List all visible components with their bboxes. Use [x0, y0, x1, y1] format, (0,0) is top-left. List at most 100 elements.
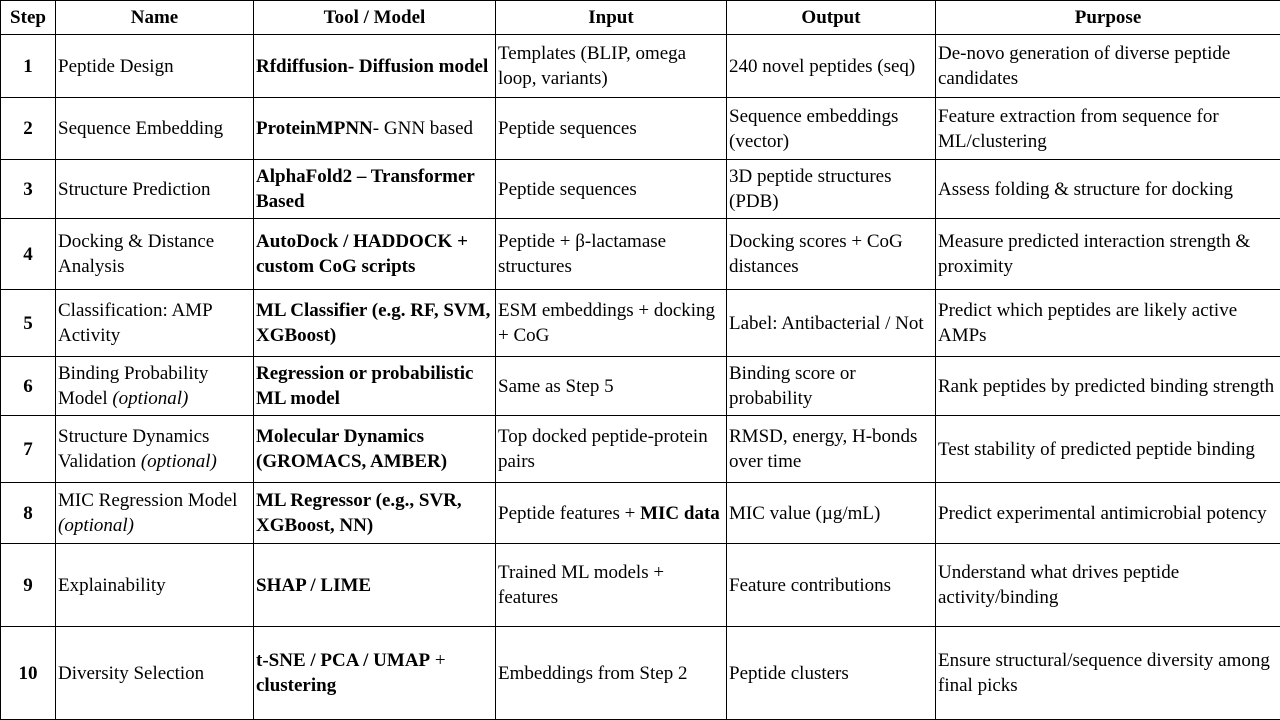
tool-cell: Regression or probabilistic ML model: [253, 356, 496, 416]
input-cell: Peptide features + MIC data: [495, 482, 727, 544]
name-cell: Binding Probability Model (optional): [55, 356, 254, 416]
input-cell-segment: Templates (BLIP, omega loop, variants): [498, 43, 687, 89]
tool-cell: AutoDock / HADDOCK + custom CoG scripts: [253, 218, 496, 290]
tool-cell-segment: Rfdiffusion- Diffusion model: [256, 55, 489, 77]
step-name: MIC Regression Model: [58, 490, 238, 511]
input-cell-segment: Trained ML models + features: [498, 562, 665, 608]
step-cell: 6: [0, 356, 56, 416]
header-tool: Tool / Model: [253, 0, 496, 35]
table-row: 1 Peptide Design Rfdiffusion- Diffusion mo…: [0, 34, 1280, 98]
input-cell: Same as Step 5: [495, 356, 727, 416]
step-name: Explainability: [58, 574, 166, 596]
purpose-cell: Test stability of predicted peptide bind…: [935, 415, 1280, 483]
step-name: Binding Probability Model: [58, 363, 209, 409]
header-row: Step Name Tool / Model Input Output Purp…: [0, 0, 1280, 35]
tool-cell-segment: AlphaFold2 – Transformer Based: [256, 166, 475, 212]
purpose-cell: Measure predicted interaction strength &…: [935, 218, 1280, 290]
table-row: 4 Docking & Distance Analysis AutoDock / H…: [0, 218, 1280, 290]
purpose-cell: Understand what drives peptide activity/…: [935, 543, 1280, 627]
input-cell-segment: Peptide sequences: [498, 178, 637, 200]
input-cell: Trained ML models + features: [495, 543, 727, 627]
table-row: 6 Binding Probability Model (optional) Reg…: [0, 356, 1280, 416]
step-name: Peptide Design: [58, 55, 174, 77]
optional-note: (optional): [140, 451, 217, 472]
step-cell: 2: [0, 97, 56, 160]
output-cell: Binding score or probability: [726, 356, 936, 416]
optional-note: (optional): [58, 515, 134, 536]
name-cell: Structure Prediction: [55, 159, 254, 219]
input-cell: Templates (BLIP, omega loop, variants): [495, 34, 727, 98]
step-cell: 10: [0, 626, 56, 720]
tool-cell-segment: clustering: [256, 675, 337, 696]
tool-cell-segment: ML Regressor (e.g., SVR, XGBoost, NN): [256, 490, 462, 536]
name-cell: Classification: AMP Activity: [55, 289, 254, 357]
input-cell-segment: Embeddings from Step 2: [498, 662, 688, 684]
output-cell: RMSD, energy, H-bonds over time: [726, 415, 936, 483]
tool-cell-segment: AutoDock / HADDOCK + custom CoG scripts: [256, 231, 468, 277]
input-cell: Embeddings from Step 2: [495, 626, 727, 720]
table-row: 2 Sequence Embedding ProteinMPNN- GNN base…: [0, 97, 1280, 160]
optional-note: (optional): [112, 388, 189, 409]
tool-cell-segment: Regression or probabilistic ML model: [256, 363, 474, 409]
step-name: Diversity Selection: [58, 662, 205, 684]
tool-cell-segment: t-SNE / PCA / UMAP: [256, 650, 431, 671]
input-cell-segment: Peptide sequences: [498, 118, 637, 139]
header-input: Input: [495, 0, 727, 35]
input-cell-segment: ESM embeddings + docking + CoG: [498, 300, 716, 346]
tool-cell-segment: SHAP / LIME: [256, 574, 372, 596]
input-cell-segment: Peptide + β-lactamase structures: [498, 231, 667, 277]
tool-cell: ML Regressor (e.g., SVR, XGBoost, NN): [253, 482, 496, 544]
tool-cell-segment: - GNN based: [372, 118, 474, 139]
table-row: 5 Classification: AMP Activity ML Classifi…: [0, 289, 1280, 357]
input-cell-segment: Peptide features +: [498, 502, 641, 524]
purpose-cell: Assess folding & structure for docking: [935, 159, 1280, 219]
purpose-cell: Predict which peptides are likely active…: [935, 289, 1280, 357]
tool-cell-segment: +: [430, 650, 446, 671]
purpose-cell: Predict experimental antimicrobial poten…: [935, 482, 1280, 544]
table-row: 8 MIC Regression Model (optional) ML Regre…: [0, 482, 1280, 544]
table-row: 3 Structure Prediction AlphaFold2 – Transf…: [0, 159, 1280, 219]
tool-cell: AlphaFold2 – Transformer Based: [253, 159, 496, 219]
output-cell: 3D peptide structures (PDB): [726, 159, 936, 219]
table-row: 10 Diversity Selection t-SNE / PCA / UMAP …: [0, 626, 1280, 720]
tool-cell-segment: ML Classifier (e.g. RF, SVM, XGBoost): [256, 300, 491, 346]
header-name: Name: [55, 0, 254, 35]
step-name: Structure Prediction: [58, 178, 211, 200]
input-cell-segment: MIC data: [640, 502, 720, 524]
output-cell: Label: Antibacterial / Not: [726, 289, 936, 357]
tool-cell-segment: Molecular Dynamics (GROMACS, AMBER): [256, 426, 448, 472]
tool-cell-segment: ProteinMPNN: [256, 118, 373, 139]
step-name: Classification: AMP Activity: [58, 300, 212, 346]
tool-cell: Molecular Dynamics (GROMACS, AMBER): [253, 415, 496, 483]
step-cell: 7: [0, 415, 56, 483]
tool-cell: SHAP / LIME: [253, 543, 496, 627]
purpose-cell: Ensure structural/sequence diversity amo…: [935, 626, 1280, 720]
tool-cell: ML Classifier (e.g. RF, SVM, XGBoost): [253, 289, 496, 357]
table-row: 9 Explainability SHAP / LIME Trained ML mod…: [0, 543, 1280, 627]
step-cell: 9: [0, 543, 56, 627]
output-cell: MIC value (µg/mL): [726, 482, 936, 544]
name-cell: MIC Regression Model (optional): [55, 482, 254, 544]
step-cell: 8: [0, 482, 56, 544]
name-cell: Diversity Selection: [55, 626, 254, 720]
input-cell-segment: Same as Step 5: [498, 375, 614, 397]
header-step: Step: [0, 0, 56, 35]
tool-cell: ProteinMPNN- GNN based: [253, 97, 496, 160]
input-cell: ESM embeddings + docking + CoG: [495, 289, 727, 357]
step-cell: 4: [0, 218, 56, 290]
step-name: Docking & Distance Analysis: [58, 231, 215, 277]
tool-cell: Rfdiffusion- Diffusion model: [253, 34, 496, 98]
output-cell: Feature contributions: [726, 543, 936, 627]
input-cell: Top docked peptide-protein pairs: [495, 415, 727, 483]
name-cell: Peptide Design: [55, 34, 254, 98]
output-cell: Docking scores + CoG distances: [726, 218, 936, 290]
table-row: 7 Structure Dynamics Validation (optional…: [0, 415, 1280, 483]
input-cell: Peptide sequences: [495, 159, 727, 219]
header-output: Output: [726, 0, 936, 35]
step-name: Sequence Embedding: [58, 118, 224, 139]
step-name: Structure Dynamics Validation: [58, 426, 210, 472]
step-cell: 1: [0, 34, 56, 98]
name-cell: Sequence Embedding: [55, 97, 254, 160]
purpose-cell: De-novo generation of diverse peptide ca…: [935, 34, 1280, 98]
